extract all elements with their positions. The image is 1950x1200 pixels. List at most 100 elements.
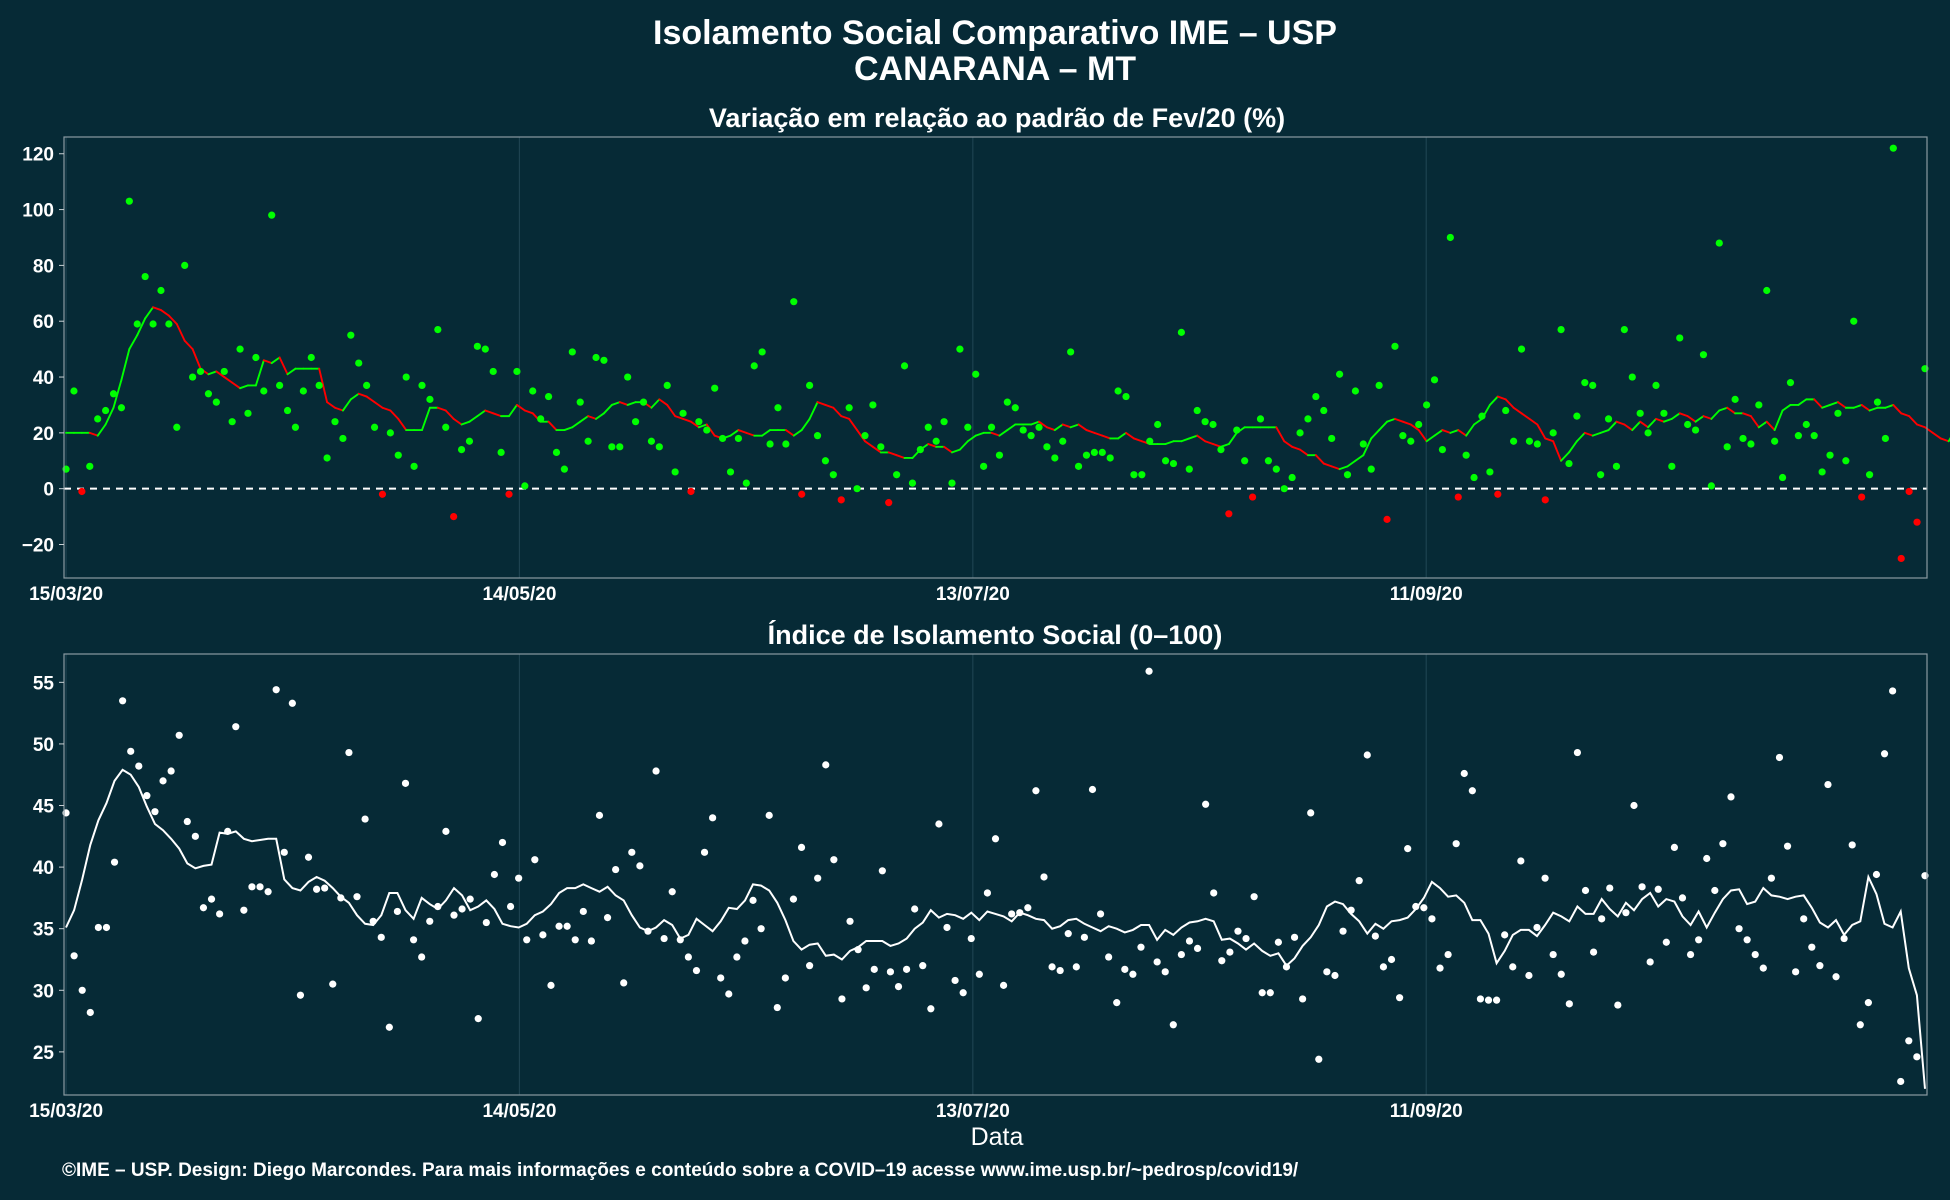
moving-average-segment	[1093, 431, 1104, 437]
data-point	[181, 261, 189, 269]
data-point	[143, 792, 151, 800]
data-point	[1707, 482, 1715, 490]
moving-average-segment	[618, 401, 629, 406]
data-point	[299, 387, 307, 395]
data-point	[1759, 964, 1767, 972]
data-point	[1589, 948, 1598, 956]
moving-average-segment	[1283, 440, 1294, 448]
panel-index-title: Índice de Isolamento Social (0–100)	[768, 619, 1223, 650]
moving-average-segment	[1591, 431, 1602, 437]
data-point	[1264, 457, 1273, 465]
data-point	[1185, 465, 1193, 473]
moving-average-segment	[729, 429, 740, 437]
moving-average-segment	[1536, 423, 1547, 440]
moving-average-segment	[215, 370, 226, 378]
data-point	[529, 387, 537, 395]
moving-average-segment	[966, 434, 977, 443]
data-point	[521, 482, 529, 490]
data-point	[1494, 490, 1502, 498]
moving-average-segment	[1757, 420, 1768, 429]
data-point	[1660, 409, 1668, 417]
data-point	[1137, 943, 1145, 951]
data-point	[612, 865, 620, 874]
moving-average-segment	[1694, 415, 1705, 423]
data-point	[987, 423, 996, 431]
data-point	[628, 848, 636, 856]
moving-average-segment	[1085, 429, 1096, 434]
data-point	[361, 815, 369, 823]
moving-average-segment	[1662, 417, 1673, 423]
data-point	[806, 381, 814, 390]
moving-average-segment	[468, 415, 479, 423]
moving-average-segment	[120, 348, 131, 381]
data-point	[119, 697, 127, 705]
data-point	[135, 762, 143, 770]
moving-average-segment	[1204, 440, 1214, 445]
data-point	[1581, 379, 1589, 387]
data-point	[1905, 1037, 1913, 1045]
moving-average-segment	[1053, 423, 1064, 432]
data-point	[1122, 392, 1130, 401]
data-point	[1517, 857, 1525, 865]
data-point	[1865, 471, 1874, 479]
moving-average-segment	[658, 398, 669, 406]
moving-average-segment	[547, 420, 558, 432]
moving-average-segment	[1528, 417, 1539, 426]
data-point	[822, 761, 830, 769]
moving-average-segment	[1575, 431, 1586, 443]
data-point	[1396, 994, 1404, 1002]
data-point	[1154, 420, 1162, 429]
moving-average-segment	[1488, 395, 1499, 406]
data-point	[700, 848, 709, 856]
data-point	[943, 923, 951, 932]
data-point	[983, 889, 992, 897]
data-point	[268, 211, 276, 219]
moving-average-segment	[784, 429, 795, 437]
data-point	[523, 936, 531, 944]
data-point	[1234, 927, 1242, 935]
data-point	[741, 937, 749, 945]
data-point	[1169, 459, 1178, 468]
data-point	[718, 434, 727, 443]
data-point	[789, 895, 798, 903]
data-point	[1072, 963, 1080, 971]
data-point	[102, 406, 110, 415]
data-point	[1040, 873, 1048, 881]
data-point	[1153, 958, 1161, 966]
data-point	[1288, 473, 1296, 482]
moving-average-segment	[1473, 417, 1483, 426]
data-point	[86, 1008, 94, 1017]
data-point	[244, 409, 252, 417]
data-point	[980, 462, 988, 470]
data-point	[531, 856, 539, 864]
data-point	[1067, 348, 1075, 356]
data-point	[830, 856, 838, 864]
data-point	[1703, 854, 1711, 863]
data-point	[972, 370, 980, 378]
moving-average-segment	[650, 398, 661, 409]
panel-variation-y-ticks: −20 0 20 40 60 80 100 120	[22, 145, 54, 557]
data-point	[1699, 351, 1708, 359]
y-tick-label: 45	[33, 797, 55, 818]
data-point	[1604, 415, 1613, 423]
x-tick-label: 15/03/20	[29, 1101, 103, 1122]
y-tick-label: 60	[33, 312, 54, 333]
moving-average-segment	[1409, 423, 1420, 432]
data-point	[1628, 373, 1636, 381]
data-point	[1312, 392, 1320, 401]
moving-average-segment	[1655, 417, 1665, 423]
moving-average-segment	[610, 401, 621, 406]
data-point	[749, 896, 757, 904]
panel-variation-moving-average	[65, 306, 1950, 471]
moving-average-segment	[334, 406, 344, 412]
data-point	[725, 990, 733, 998]
moving-average-segment	[1884, 403, 1895, 409]
data-point	[1662, 938, 1670, 946]
data-point	[1826, 451, 1834, 459]
data-point	[1420, 904, 1428, 912]
data-point	[1185, 937, 1194, 945]
y-tick-label: 20	[33, 424, 54, 445]
data-point	[1059, 437, 1067, 445]
data-point	[1549, 429, 1557, 437]
panel-index-y-ticks: 25 30 35 40 45 50 55	[33, 673, 55, 1064]
